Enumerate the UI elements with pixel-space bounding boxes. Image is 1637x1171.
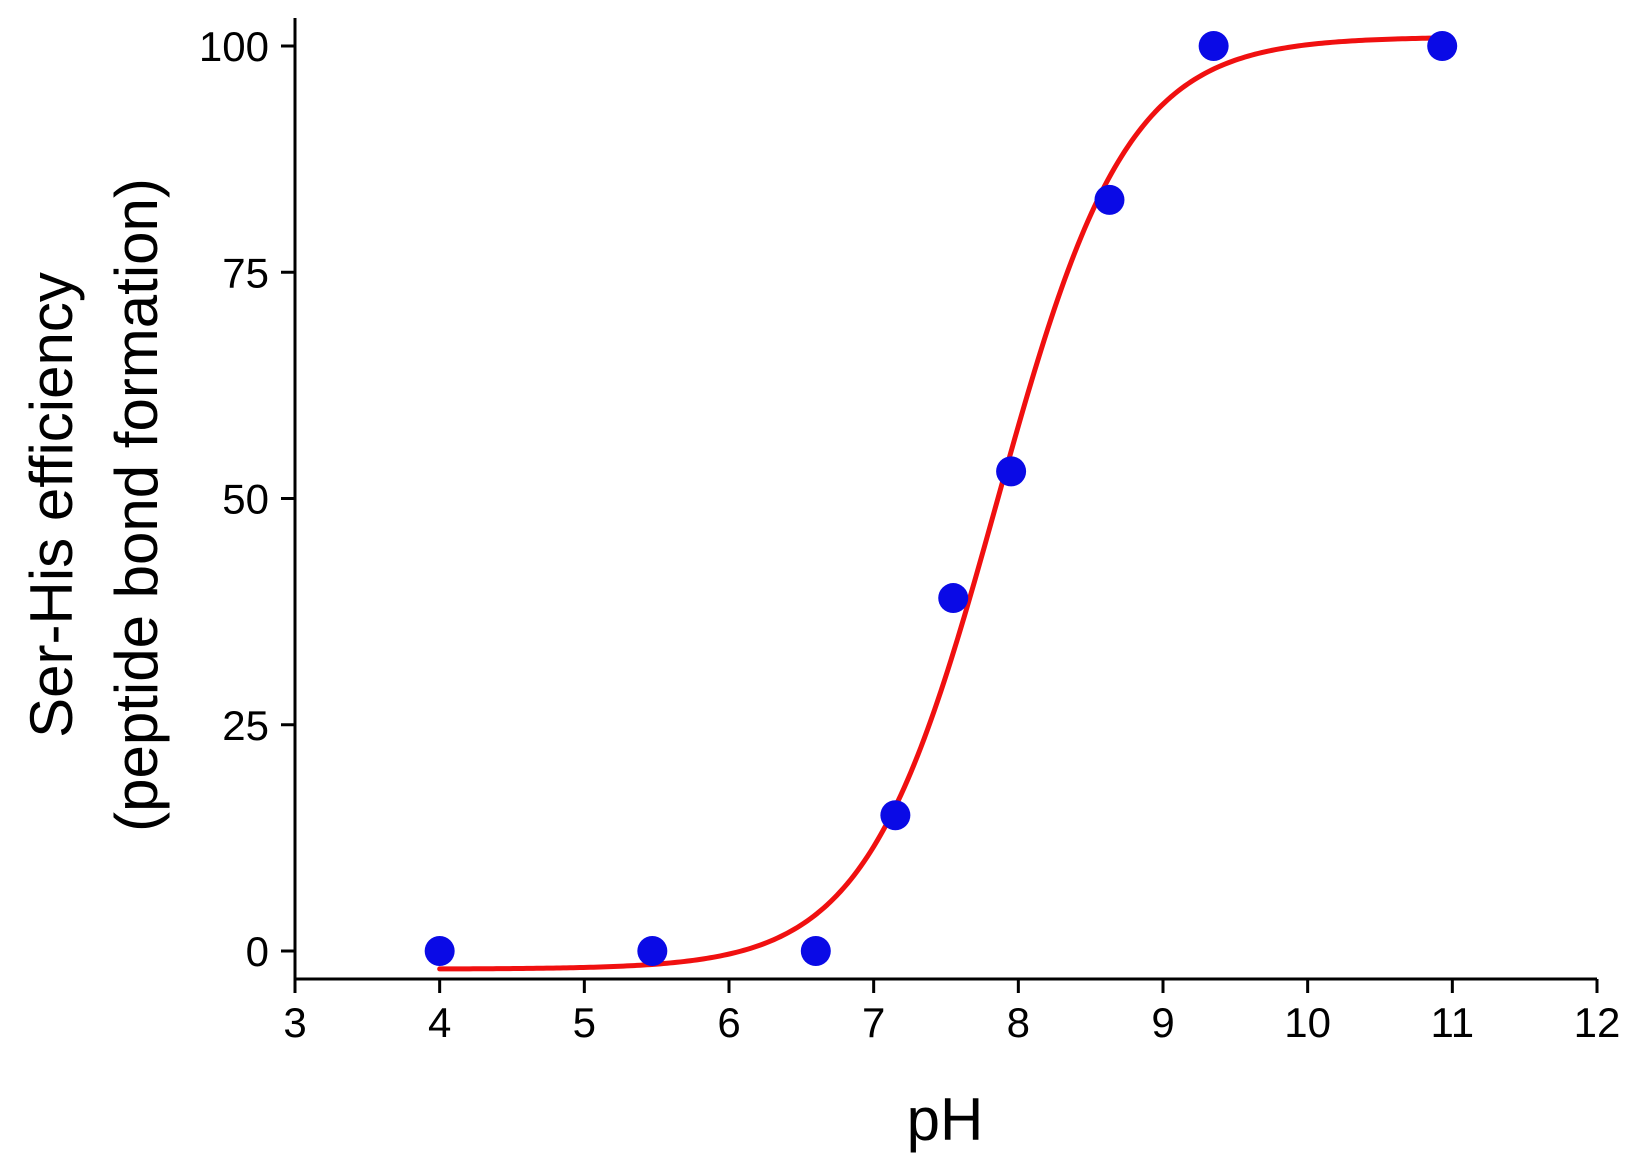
x-tick-label: 4 <box>428 999 451 1046</box>
x-tick-label: 9 <box>1151 999 1174 1046</box>
y-axis: 0 25 50 75 100 <box>199 18 297 979</box>
data-point <box>424 936 455 966</box>
x-tick-label: 7 <box>862 999 885 1046</box>
y-tick-label: 100 <box>199 23 269 70</box>
x-axis-title: pH <box>907 1086 984 1153</box>
y-tick-label: 50 <box>222 476 269 523</box>
x-tick-label: 10 <box>1284 999 1331 1046</box>
x-tick-label: 6 <box>717 999 740 1046</box>
x-tick-label: 12 <box>1574 999 1621 1046</box>
x-tick-label: 11 <box>1431 999 1475 1046</box>
x-axis: 3 4 5 6 7 8 9 10 11 12 <box>283 977 1621 1046</box>
y-tick-label: 25 <box>222 702 269 749</box>
y-tick-label: 75 <box>222 249 269 296</box>
data-point <box>800 936 831 966</box>
data-point <box>1198 31 1229 61</box>
x-tick-label: 5 <box>573 999 596 1046</box>
data-point <box>880 800 911 831</box>
data-point <box>1427 31 1458 61</box>
data-point <box>1094 184 1125 215</box>
plot-area <box>424 31 1458 972</box>
x-tick-label: 8 <box>1007 999 1030 1046</box>
y-axis-title-line2: (peptide bond formation) <box>103 178 170 832</box>
y-axis-title-line1: Ser-His efficiency <box>18 272 85 738</box>
data-point <box>637 936 668 966</box>
data-point <box>996 456 1027 487</box>
y-tick-label: 0 <box>246 928 269 975</box>
data-point <box>938 583 969 614</box>
x-tick-label: 3 <box>283 999 306 1046</box>
fit-curve <box>437 35 1445 972</box>
